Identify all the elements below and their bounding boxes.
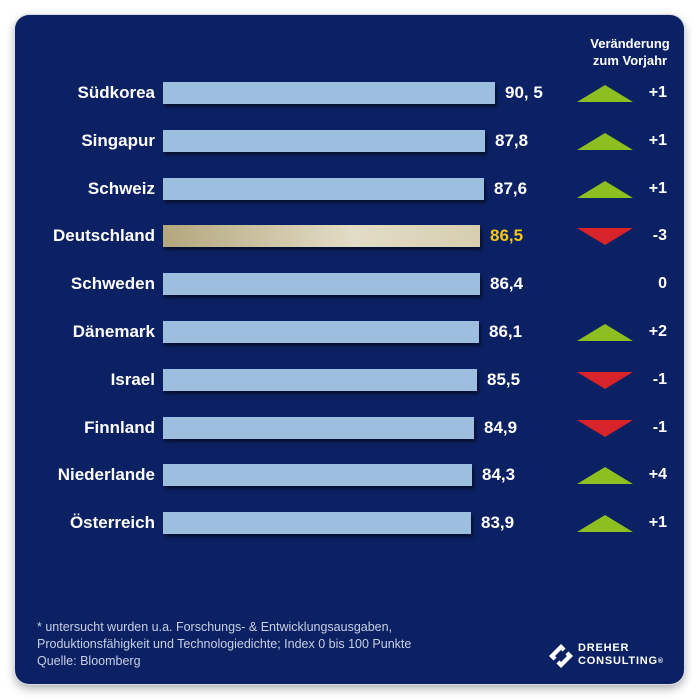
triangle-shape [577,324,633,341]
category-label: Südkorea [15,81,155,105]
category-label: Deutschland [15,224,155,248]
bar-österreich [163,512,471,534]
triangle-up-icon [577,514,633,532]
value-label: 86,5 [490,224,523,248]
value-label: 86,1 [489,320,522,344]
triangle-up-icon [577,466,633,484]
triangle-up-icon [577,323,633,341]
triangle-shape [577,467,633,484]
triangle-shape [577,420,633,437]
value-label: 87,6 [494,177,527,201]
triangle-up-icon [577,180,633,198]
change-label: -1 [627,416,667,440]
bar-finnland [163,417,474,439]
value-label: 87,8 [495,129,528,153]
footnote-line2: Produktionsfähigkeit und Technologiedich… [37,636,507,653]
category-label: Österreich [15,511,155,535]
change-label: +1 [627,81,667,105]
triangle-shape [577,85,633,102]
bar-schweden [163,273,480,295]
category-label: Israel [15,368,155,392]
change-label: +1 [627,511,667,535]
value-label: 90, 5 [505,81,543,105]
change-label: -1 [627,368,667,392]
bar-südkorea [163,82,495,104]
bar-deutschland [163,225,480,247]
category-label: Singapur [15,129,155,153]
change-column-header: Veränderung zum Vorjahr [575,35,684,69]
category-label: Schweden [15,272,155,296]
company-logo: DREHER CONSULTING® [548,641,678,671]
value-label: 86,4 [490,272,523,296]
footnote-line1: * untersucht wurden u.a. Forschungs- & E… [37,619,507,636]
value-label: 83,9 [481,511,514,535]
change-label: -3 [627,224,667,248]
triangle-up-icon [577,84,633,102]
value-label: 85,5 [487,368,520,392]
change-label: +1 [627,177,667,201]
category-label: Schweiz [15,177,155,201]
triangle-up-icon [577,132,633,150]
triangle-shape [577,228,633,245]
category-label: Niederlande [15,463,155,487]
change-header-line1: Veränderung [575,35,684,52]
chart-card: Veränderung zum Vorjahr Südkorea 90, 5 +1 S… [15,15,684,684]
triangle-shape [577,133,633,150]
change-label: +1 [627,129,667,153]
logo-registered-mark: ® [658,658,664,665]
triangle-shape [577,372,633,389]
change-header-line2: zum Vorjahr [575,52,684,69]
logo-mark-icon [548,643,574,669]
triangle-shape [577,515,633,532]
triangle-down-icon [577,227,633,245]
bar-niederlande [163,464,472,486]
triangle-down-icon [577,419,633,437]
change-label: 0 [627,272,667,296]
category-label: Dänemark [15,320,155,344]
value-label: 84,3 [482,463,515,487]
triangle-down-icon [577,371,633,389]
value-label: 84,9 [484,416,517,440]
bar-singapur [163,130,485,152]
bar-israel [163,369,477,391]
change-label: +2 [627,320,667,344]
bar-schweiz [163,178,484,200]
footnote-source: Quelle: Bloomberg [37,653,507,670]
triangle-shape [577,181,633,198]
category-label: Finnland [15,416,155,440]
bar-dänemark [163,321,479,343]
logo-text: DREHER CONSULTING® [578,642,664,668]
footnote: * untersucht wurden u.a. Forschungs- & E… [37,619,507,670]
logo-line1: DREHER [578,642,664,655]
logo-line2: CONSULTING [578,655,658,667]
change-label: +4 [627,463,667,487]
